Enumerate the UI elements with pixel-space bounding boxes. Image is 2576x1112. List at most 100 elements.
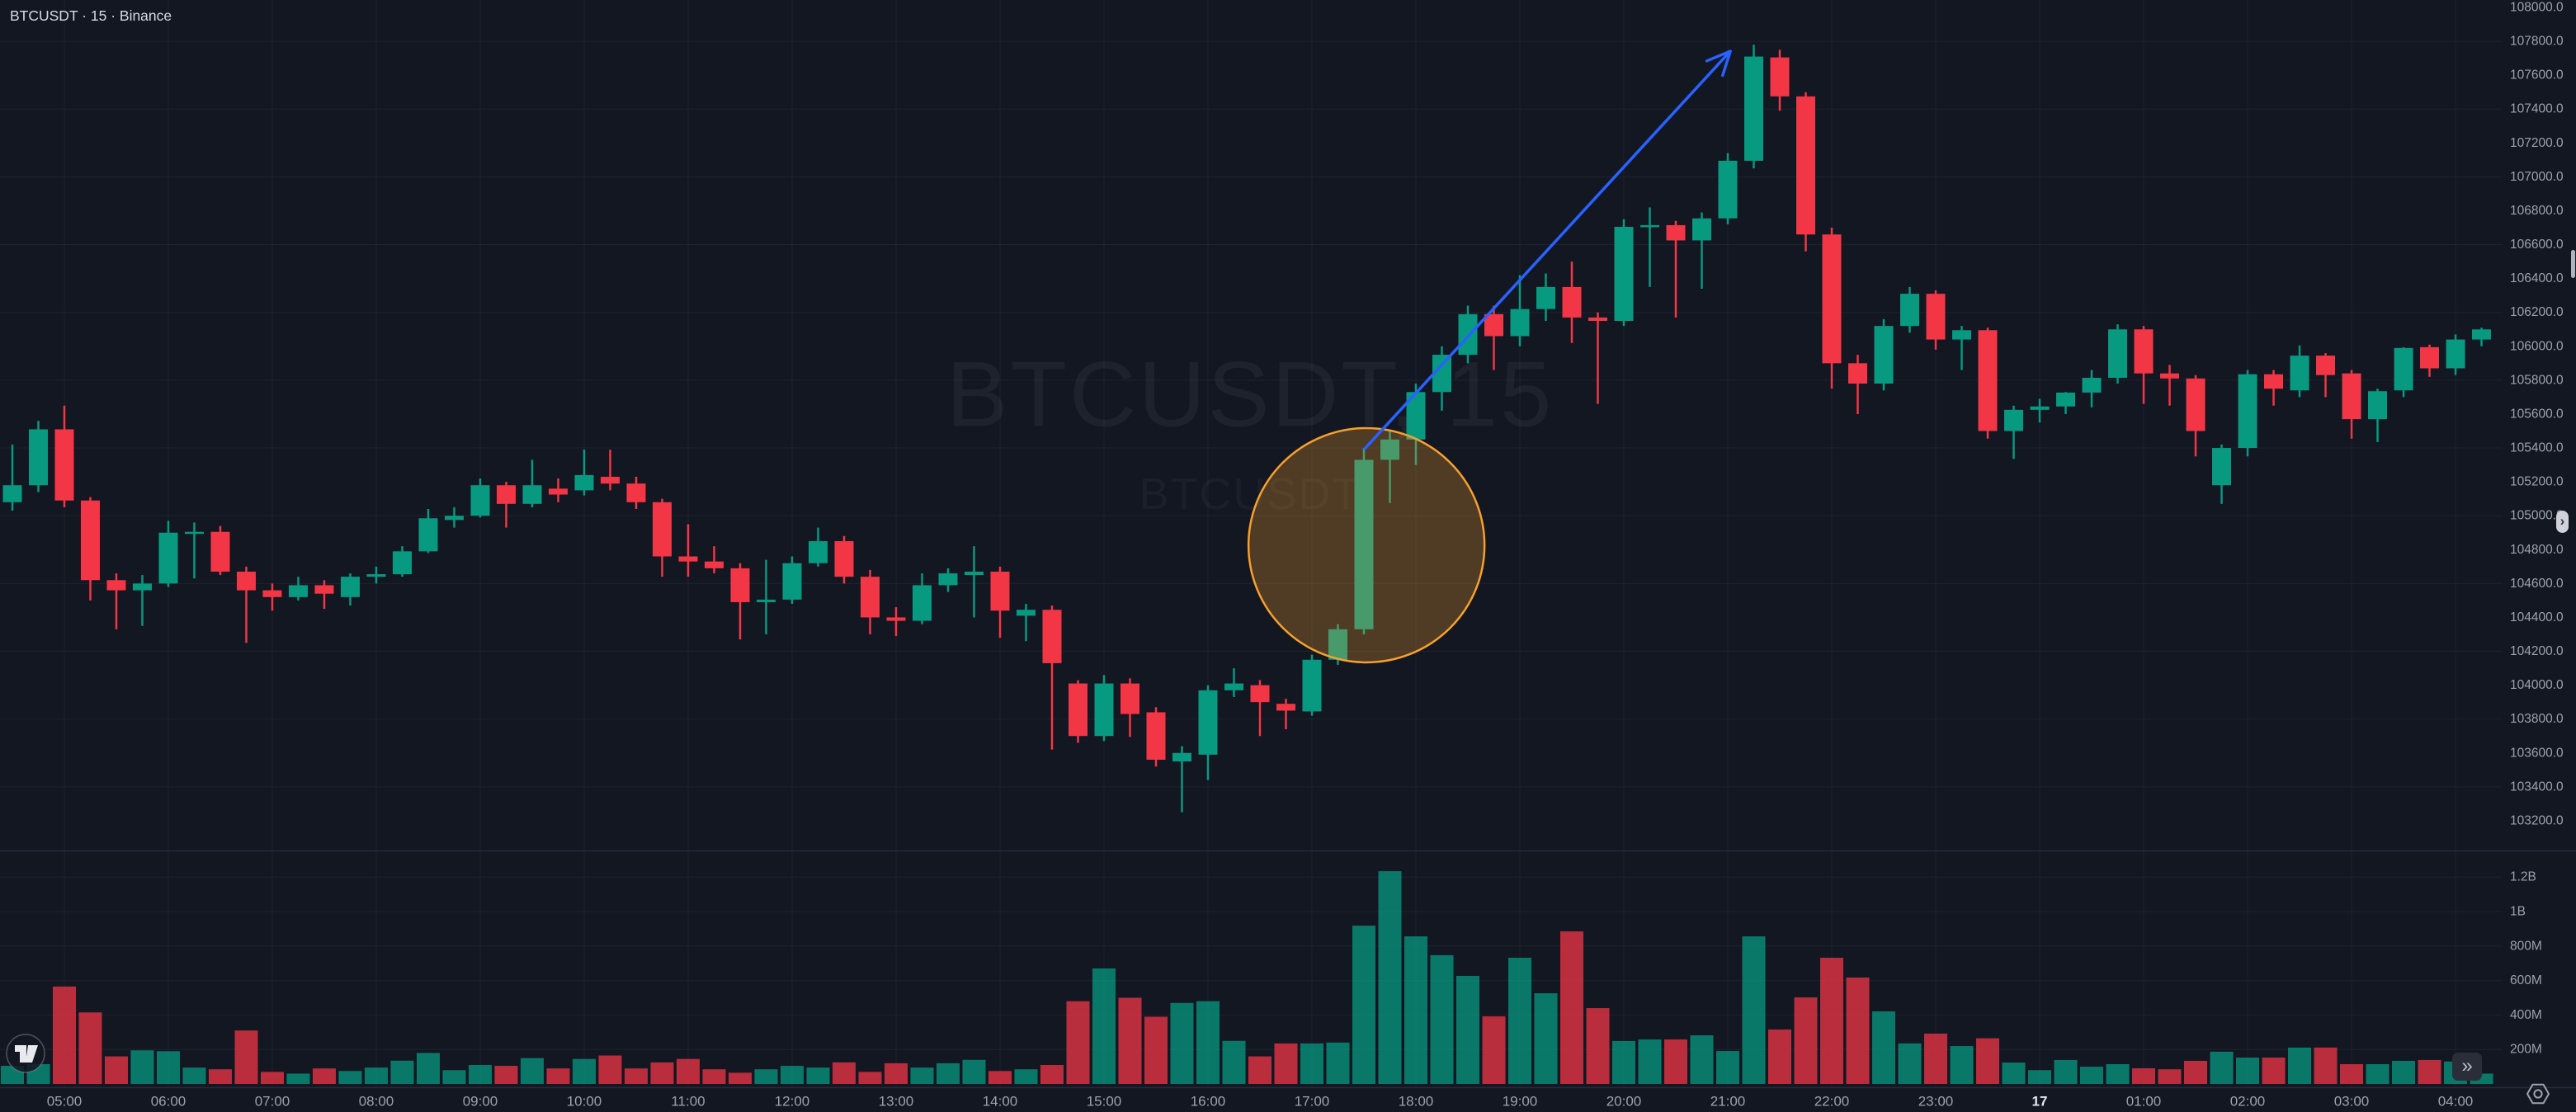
volume-bar <box>1352 926 1375 1084</box>
candle-body <box>366 574 386 577</box>
volume-axis-label: 200M <box>2510 1043 2542 1057</box>
gear-icon[interactable] <box>2526 1083 2550 1105</box>
volume-bar <box>130 1050 154 1084</box>
candle-body <box>2186 378 2206 431</box>
price-axis-label: 105000.0 <box>2510 509 2564 523</box>
candle-body <box>1354 459 1374 629</box>
candle-body <box>1380 439 1399 460</box>
volume-bar <box>1170 1002 1194 1084</box>
volume-bar <box>677 1058 700 1084</box>
volume-bar <box>1976 1038 1999 1084</box>
candle-body <box>1536 286 1555 309</box>
volume-bar <box>598 1055 622 1084</box>
candle-body <box>1744 56 1763 161</box>
volume-bar <box>1378 871 1402 1084</box>
candle-body <box>262 590 282 597</box>
candle-body <box>2394 347 2413 391</box>
candle-body <box>2082 378 2102 393</box>
scrollbar-thumb[interactable] <box>2571 250 2575 278</box>
candle-body <box>133 583 152 591</box>
volume-pane[interactable] <box>0 851 2502 1087</box>
candle-body <box>2134 329 2154 374</box>
candle-body <box>965 571 984 576</box>
volume-bar <box>417 1053 440 1084</box>
volume-bar <box>1612 1040 1635 1084</box>
candle-body <box>1484 313 1503 337</box>
candle-body <box>158 532 178 584</box>
symbol-title[interactable]: BTCUSDT · 15 · Binance <box>10 7 172 24</box>
candle-body <box>809 541 828 563</box>
time-axis-label: 13:00 <box>879 1094 914 1110</box>
time-axis-label: 06:00 <box>151 1094 186 1110</box>
candle-body <box>393 551 412 575</box>
volume-bar <box>1664 1039 1687 1084</box>
price-axis-label: 104000.0 <box>2510 678 2564 692</box>
volume-bar <box>2288 1047 2311 1084</box>
candle-body <box>1250 685 1270 703</box>
candle-body <box>1069 683 1087 737</box>
candle-body <box>1640 224 1659 228</box>
volume-bar <box>1846 978 1870 1084</box>
candle-body <box>1432 355 1451 393</box>
volume-bar <box>2106 1063 2130 1084</box>
candle-body <box>497 485 516 504</box>
tradingview-logo-icon[interactable] <box>6 1034 45 1073</box>
volume-bar <box>2054 1059 2078 1084</box>
candle-body <box>1172 752 1191 762</box>
candle-body <box>1614 226 1634 321</box>
volume-bar <box>1716 1051 1739 1084</box>
volume-bar <box>1248 1056 1271 1084</box>
candle-body <box>81 500 100 581</box>
volume-bar <box>261 1072 284 1084</box>
volume-bar <box>625 1068 648 1084</box>
candle-body <box>1822 234 1842 364</box>
time-axis-label: 01:00 <box>2126 1094 2162 1110</box>
candle-body <box>2056 392 2075 407</box>
candle-body <box>705 561 724 568</box>
trend-arrow-drawing[interactable] <box>1362 49 1732 451</box>
time-axis-label: 15:00 <box>1087 1094 1122 1110</box>
candle-body <box>2446 339 2465 369</box>
volume-bar <box>105 1056 128 1084</box>
highlight-circle-drawing[interactable] <box>1247 426 1486 664</box>
price-axis-label: 106800.0 <box>2510 204 2564 218</box>
candle-body <box>653 502 672 557</box>
volume-bar <box>1508 958 1531 1084</box>
volume-bar <box>390 1060 414 1084</box>
price-axis-label: 103400.0 <box>2510 780 2564 794</box>
volume-axis-label: 400M <box>2510 1008 2542 1022</box>
candle-body <box>1770 57 1790 97</box>
volume-bar <box>494 1066 518 1084</box>
time-axis-label: 16:00 <box>1191 1094 1226 1110</box>
volume-bar <box>1482 1016 1506 1084</box>
volume-bar <box>2366 1063 2390 1084</box>
volume-bar <box>2132 1067 2155 1084</box>
volume-bar <box>573 1058 596 1084</box>
candle-body <box>913 585 932 621</box>
volume-bar <box>2080 1067 2103 1084</box>
go-to-realtime-button[interactable]: » <box>2452 1053 2482 1081</box>
volume-bar <box>754 1069 778 1084</box>
volume-bar <box>833 1062 856 1084</box>
candle-body <box>314 585 334 594</box>
price-axis-label: 107600.0 <box>2510 68 2564 82</box>
price-axis-label: 107400.0 <box>2510 102 2564 116</box>
time-axis-label: 19:00 <box>1503 1094 1538 1110</box>
candle-body <box>626 483 646 502</box>
volume-bar <box>1144 1016 1168 1084</box>
candle-body <box>2030 406 2050 410</box>
price-scale-chevron-button[interactable]: › <box>2556 511 2569 533</box>
candle-body <box>1718 160 1738 219</box>
time-axis-label: 09:00 <box>463 1094 498 1110</box>
candle-body <box>834 541 854 577</box>
candle-body <box>2238 374 2258 449</box>
volume-bar <box>53 986 76 1084</box>
volume-bar <box>1742 936 1766 1084</box>
candle-body <box>730 568 750 602</box>
volume-bar <box>2158 1069 2182 1084</box>
volume-bar <box>2210 1051 2234 1084</box>
candle-body <box>2290 356 2309 391</box>
price-axis-label: 103200.0 <box>2510 813 2564 827</box>
candle-body <box>1666 224 1686 241</box>
volume-bar <box>1898 1043 1922 1084</box>
